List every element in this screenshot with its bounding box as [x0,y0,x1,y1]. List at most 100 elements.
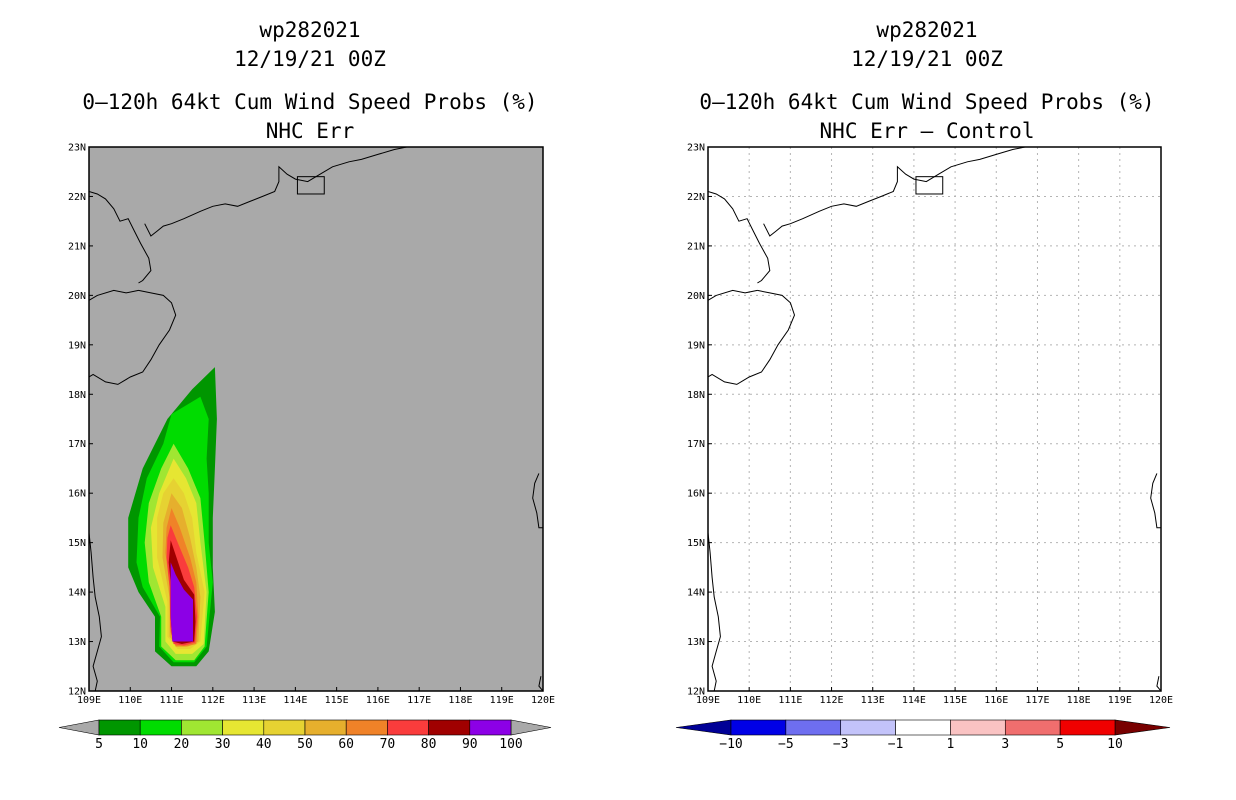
x-tick-label: 118E [448,695,472,706]
colorbar-swatch [263,719,306,736]
colorbar-swatch [222,719,265,736]
left-map: 109E 110E 111E 112E 113E 114E 115E 116E 117E 118E… [68,143,555,707]
x-tick-label: 117E [407,695,431,706]
x-tick-label: 110E [118,695,142,706]
right-storm-id: wp282021 [876,18,977,42]
y-tick-label: 13N [687,637,705,648]
x-tick-label: 115E [943,695,967,706]
coastline [708,532,721,691]
colorbar-swatch [950,719,1006,736]
left-colorbar: 5 10 20 30 40 50 60 70 80 90 100 [58,719,552,752]
right-subtitle: NHC Err – Control [820,119,1035,143]
right-map: 109E 110E 111E 112E 113E 114E 115E 116E 117E 118E… [687,143,1173,707]
control-box [915,176,944,195]
coastline [708,191,771,284]
left-datetime: 12/19/21 00Z [234,47,386,71]
contour-90 [170,562,193,642]
left-title: 0–120h 64kt Cum Wind Speed Probs (%) [82,90,537,114]
colorbar-swatch [730,719,787,736]
colorbar-label: −3 [833,737,849,752]
y-tick-label: 18N [687,390,705,401]
x-tick-label: 115E [325,695,349,706]
x-tick-label: 112E [819,695,843,706]
y-tick-label: 12N [687,687,705,698]
y-tick-label: 17N [68,439,86,450]
colorbar-swatch [387,719,429,736]
colorbar-over-triangle [510,719,552,736]
y-tick-label: 16N [687,489,705,500]
coastline [89,532,102,691]
y-tick-label: 18N [68,390,86,401]
left-panel: wp282021 12/19/21 00Z 0–120h 64kt Cum Wi… [58,18,555,752]
x-tick-label: 118E [1067,695,1091,706]
y-tick-label: 16N [68,489,86,500]
x-tick-label: 113E [861,695,885,706]
colorbar-label: 60 [338,737,354,752]
colorbar-swatch [840,719,896,736]
y-tick-label: 23N [687,143,705,154]
colorbar-label: 10 [1107,737,1123,752]
colorbar-label: 50 [297,737,313,752]
coastline [708,289,758,301]
coastline [144,147,407,237]
y-tick-label: 19N [68,340,86,351]
x-tick-label: 120E [1149,695,1173,706]
colorbar-over-triangle [1114,719,1171,736]
coastline [763,147,1026,237]
colorbar-swatch [1059,719,1116,736]
coastline [1156,676,1161,691]
colorbar-label: 20 [174,737,190,752]
x-tick-label: 119E [490,695,514,706]
coastline [89,289,177,385]
colorbar-label: 40 [256,737,272,752]
y-tick-label: 19N [687,340,705,351]
x-tick-label: 113E [242,695,266,706]
colorbar-label: 3 [1001,737,1009,752]
control-box [296,176,325,195]
y-tick-label: 13N [68,637,86,648]
colorbar-swatch [139,719,182,736]
x-tick-label: 120E [531,695,555,706]
y-tick-label: 21N [68,241,86,252]
x-tick-label: 111E [159,695,183,706]
colorbar-swatch [345,719,388,736]
y-tick-label: 14N [68,588,86,599]
colorbar-swatch [428,719,471,736]
colorbar-swatch [1004,719,1061,736]
colorbar-swatch [304,719,347,736]
y-tick-label: 14N [687,588,705,599]
y-tick-label: 15N [687,538,705,549]
colorbar-label: 10 [132,737,148,752]
coastline [1150,473,1161,529]
coastline [708,289,796,385]
map-frame [707,146,1162,692]
map-background [708,147,1161,691]
colorbar-label: 5 [95,737,103,752]
y-tick-label: 22N [68,192,86,203]
right-title: 0–120h 64kt Cum Wind Speed Probs (%) [699,90,1154,114]
x-tick-label: 114E [283,695,307,706]
colorbar-label: −5 [778,737,794,752]
y-tick-label: 17N [687,439,705,450]
coastline [538,676,543,691]
colorbar-swatch [181,719,223,736]
right-colorbar: −10 −5 −3 −1 1 3 5 10 [675,719,1171,752]
colorbar-label: 5 [1056,737,1064,752]
colorbar-label: −10 [719,737,742,752]
left-subtitle: NHC Err [266,119,355,143]
x-tick-label: 117E [1025,695,1049,706]
y-tick-label: 21N [687,241,705,252]
x-tick-label: 111E [778,695,802,706]
colorbar-swatch [785,719,842,736]
colorbar-under-triangle [58,719,100,736]
right-datetime: 12/19/21 00Z [851,47,1003,71]
colorbar-label: 70 [380,737,396,752]
coastline [532,473,543,529]
y-tick-label: 23N [68,143,86,154]
x-tick-label: 119E [1108,695,1132,706]
y-tick-label: 15N [68,538,86,549]
colorbar-label: 100 [499,737,522,752]
x-tick-label: 116E [984,695,1008,706]
colorbar-label: −1 [888,737,904,752]
